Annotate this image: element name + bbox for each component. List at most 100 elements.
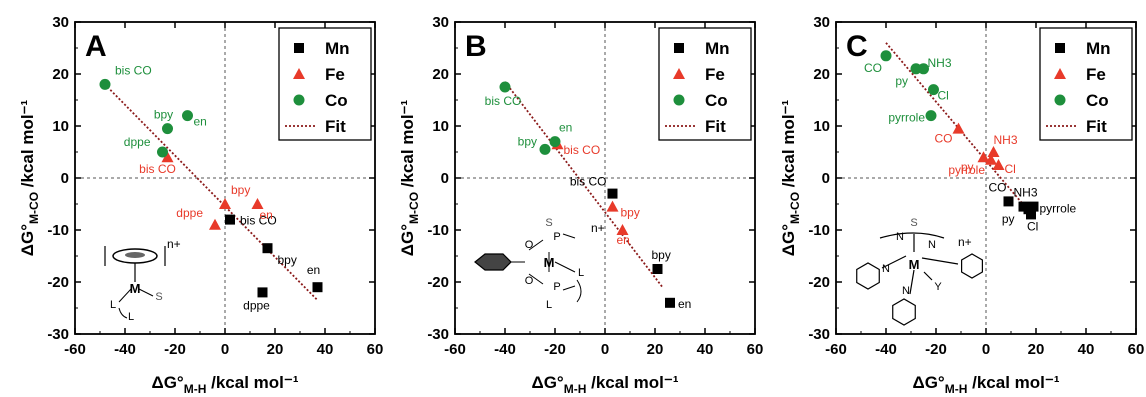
x-tick-label: -60 [825,341,847,358]
bond-icon [511,233,582,303]
point-label: bis CO [240,214,277,228]
y-axis-label: ΔG°M-CO /kcal mol⁻¹ [398,99,421,256]
structure-atom-label: S [545,217,552,229]
plot-frame [835,21,1137,335]
point-label: bpy [154,108,173,122]
point-label: bpy [621,206,640,220]
co-point [1054,94,1066,106]
point-label: py [961,160,974,174]
fe-point [209,218,221,230]
point-label: NH3 [928,56,952,70]
y-tick-label: 20 [52,66,69,83]
mn-point [262,243,273,254]
mn-point [1003,196,1014,207]
co-point [162,123,173,135]
point-label: CO [935,132,953,146]
point-label: bis CO [139,162,176,176]
co-point [499,81,511,93]
x-tick-label: -40 [494,341,516,358]
fit-line [504,81,664,288]
fit-line [885,42,1037,221]
panel-letter: A [85,30,107,63]
legend-label: Mn [705,39,730,58]
co-point [928,84,939,96]
x-tick-label: 60 [1128,341,1145,358]
point-label: en [678,297,691,311]
mn-point [257,287,268,298]
point-label: Cl [1005,162,1016,176]
x-axis-label: ΔG°M-H /kcal mol⁻¹ [912,373,1059,396]
point-label: CO [989,180,1007,194]
y-tick-label: -10 [47,222,69,239]
point-label: bis CO [115,63,152,77]
fe-point [985,153,997,165]
x-tick-label: 60 [747,341,764,358]
x-tick-label: -20 [925,341,947,358]
point-label: bpy [518,134,537,148]
structure-atom-label: Y [934,281,942,293]
panel-a: -60 -40 -20 0 20 40 60 -30 -20 -10 0 10 20 30 n+ M LL Sbi… [18,14,383,396]
co-point [99,78,111,90]
point-label: dppe [243,298,270,312]
x-tick-label: -60 [444,341,466,358]
point-label: NH3 [994,133,1018,147]
charge-label: n+ [591,221,605,235]
charge-label: n+ [167,237,181,251]
point-label: en [617,233,630,247]
x-tick-label: -20 [164,341,186,358]
point-label: en [307,263,320,277]
mn-point [607,188,618,199]
y-tick-label: 0 [61,170,69,187]
structure-atom-label: M [544,255,555,270]
co-point [293,94,305,106]
fe-point [606,200,619,212]
x-tick-label: -40 [114,341,136,358]
point-label: py [1002,212,1015,226]
x-tick-label: 40 [1078,341,1095,358]
y-tick-label: 10 [813,118,830,135]
point-label: pyrrole [1040,202,1077,216]
x-tick-label: -20 [544,341,566,358]
fe-point [987,146,1000,157]
point-label: dppe [124,135,151,149]
x-tick-label: 20 [1028,341,1045,358]
pyridine-ring-icon [856,262,880,290]
y-tick-label: -20 [808,274,830,291]
y-tick-label: -10 [808,222,830,239]
co-point [918,63,929,75]
x-tick-label: 0 [221,341,229,358]
bond-icon [879,232,959,295]
structure-atom-label: N [896,231,904,243]
mn-point [1026,209,1036,220]
structure-atom-label: N [928,239,936,251]
x-tick-label: 40 [697,341,714,358]
bond-icon [118,288,154,319]
y-tick-label: -10 [427,222,449,239]
y-axis-label: ΔG°M-CO /kcal mol⁻¹ [779,99,802,256]
y-tick-label: -20 [427,274,449,291]
y-tick-label: 10 [52,118,69,135]
mn-point [652,264,663,274]
structure-atom-label: L [110,299,116,311]
mn-point [665,297,675,308]
point-label: bpy [652,248,671,262]
y-tick-label: 20 [432,66,449,83]
legend-label: Co [325,91,348,110]
structure-atom-label: S [155,291,162,303]
pyridine-ring-icon [961,253,983,279]
co-point [925,110,937,122]
mn-point [1055,43,1065,53]
y-tick-label: 10 [432,118,449,135]
point-label: en [194,115,207,129]
y-tick-label: 0 [441,170,449,187]
point-label: bis CO [485,94,522,108]
bracket-icon [104,246,166,266]
charge-label: n+ [958,235,972,249]
x-tick-label: 20 [647,341,664,358]
structure-atom-label: O [525,275,534,287]
y-tick-label: 30 [813,14,830,31]
co-point [182,110,193,122]
legend-box [1039,27,1133,141]
co-point [539,143,551,155]
